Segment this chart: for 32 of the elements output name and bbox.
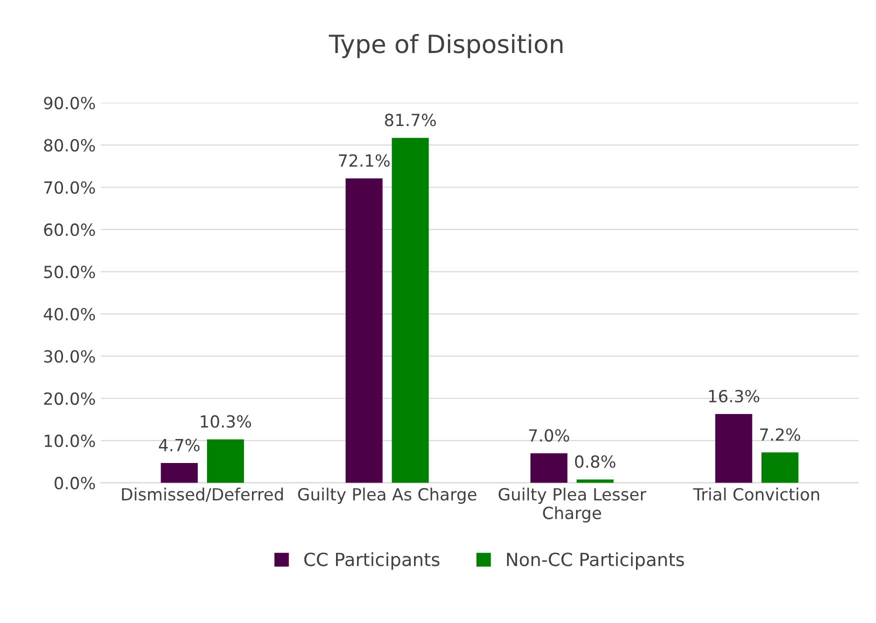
y-tick-label: 40.0% xyxy=(44,308,95,320)
x-tick-label: Guilty Plea As Charge xyxy=(298,488,476,504)
data-label: 81.7% xyxy=(384,114,436,126)
bar xyxy=(530,453,568,483)
chart-title: Type of Disposition xyxy=(328,34,562,58)
y-tick-label: 80.0% xyxy=(44,138,95,152)
y-tick-label: 60.0% xyxy=(44,223,95,236)
y-tick-label: 70.0% xyxy=(44,181,95,194)
data-label: 4.7% xyxy=(158,438,200,452)
x-tick-label: Trial Conviction xyxy=(693,488,820,501)
data-label: 10.3% xyxy=(200,415,252,428)
bar xyxy=(761,452,798,483)
legend-label: CC Participants xyxy=(304,552,440,570)
bar xyxy=(715,414,752,483)
bar xyxy=(207,439,244,483)
legend-label: Non-CC Participants xyxy=(507,552,684,570)
x-tick-label: Guilty Plea Lesser Charge xyxy=(498,488,646,522)
data-label: 16.3% xyxy=(709,390,760,402)
y-tick-label: 0.0% xyxy=(54,476,95,490)
y-tick-label: 20.0% xyxy=(44,392,95,405)
bar xyxy=(160,462,198,483)
y-tick-label: 90.0% xyxy=(44,96,95,110)
x-tick-label: Dismissed/Deferred xyxy=(122,488,283,502)
y-tick-label: 30.0% xyxy=(44,350,95,363)
data-label: 72.1% xyxy=(338,154,390,167)
data-label: 0.8% xyxy=(575,455,616,468)
y-tick-label: 50.0% xyxy=(44,266,95,278)
data-label: 7.2% xyxy=(760,428,800,441)
bar xyxy=(392,138,429,483)
data-label: 7.0% xyxy=(529,429,570,442)
y-tick-label: 10.0% xyxy=(44,434,95,448)
bar xyxy=(346,178,383,483)
